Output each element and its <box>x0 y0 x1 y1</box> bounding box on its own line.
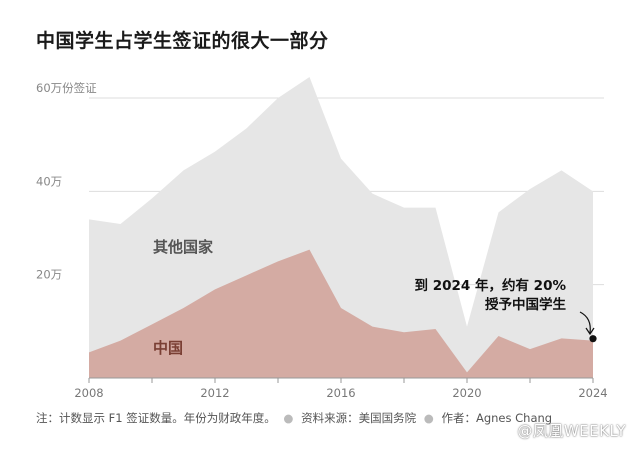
x-tick-label: 2012 <box>200 386 229 400</box>
annotation-line2: 授予中国学生 <box>485 296 566 313</box>
axes: 2008 2012 2016 2020 2024 <box>74 377 608 400</box>
y-tick-label: 40万 <box>36 174 62 188</box>
end-point-marker <box>589 335 597 343</box>
footer-note: 注：计数显示 F1 签证数量。年份为财政年度。 ● 资料来源：美国国务院 ● 作… <box>36 410 552 426</box>
china-area <box>89 249 593 378</box>
x-tick-label: 2020 <box>452 386 481 400</box>
watermark: @凤凰WEEKLY <box>517 422 626 440</box>
y-tick-label: 60万份签证 <box>36 81 97 95</box>
footnote: 注：计数显示 F1 签证数量。年份为财政年度。 <box>36 411 276 425</box>
x-tick-label: 2016 <box>326 386 355 400</box>
annotation-arrow <box>579 311 591 334</box>
series-label-other: 其他国家 <box>153 238 213 256</box>
separator-dot: ● <box>283 411 294 425</box>
series-label-china: 中国 <box>153 339 183 357</box>
source: 资料来源：美国国务院 <box>301 411 417 425</box>
x-tick-label: 2008 <box>74 386 103 400</box>
annotation-arrowhead <box>585 327 595 336</box>
chart-title: 中国学生占学生签证的很大一部分 <box>36 30 329 52</box>
annotation-line1: 到 2024 年，约有 20% <box>415 277 567 294</box>
author: 作者：Agnes Chang <box>441 411 553 425</box>
annotation: 到 2024 年，约有 20% 授予中国学生 <box>415 277 595 336</box>
x-tick-label: 2024 <box>578 386 607 400</box>
separator-dot: ● <box>423 411 434 425</box>
y-tick-label: 20万 <box>36 268 62 282</box>
